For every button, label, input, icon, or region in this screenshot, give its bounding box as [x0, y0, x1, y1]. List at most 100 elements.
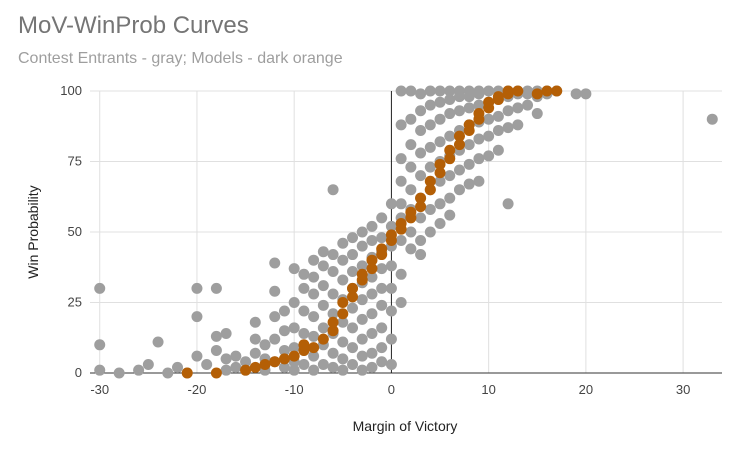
entrant-point	[356, 226, 368, 238]
model-point	[356, 268, 368, 280]
entrant-point	[278, 344, 290, 356]
entrant-point	[308, 350, 320, 362]
entrant-point	[347, 322, 359, 334]
entrant-point	[415, 105, 427, 117]
entrant-point	[288, 322, 300, 334]
entrant-point	[385, 198, 397, 210]
entrant-point	[356, 260, 368, 272]
entrant-point	[376, 212, 388, 224]
model-point	[366, 254, 378, 266]
entrant-point	[415, 170, 427, 182]
entrant-point	[473, 99, 485, 111]
entrant-point	[94, 282, 106, 294]
entrant-point	[308, 330, 320, 342]
y-axis-label: Win Probability	[25, 185, 41, 279]
entrant-point	[298, 282, 310, 294]
model-point	[434, 167, 446, 179]
entrant-point	[415, 234, 427, 246]
entrant-point	[570, 88, 582, 100]
entrant-point	[512, 102, 524, 114]
entrant-point	[191, 350, 203, 362]
entrant-point	[453, 91, 465, 103]
entrant-point	[376, 342, 388, 354]
entrant-point	[298, 268, 310, 280]
entrant-point	[706, 113, 718, 125]
entrant-point	[94, 339, 106, 351]
model-point	[366, 263, 378, 275]
entrant-point	[444, 108, 456, 120]
entrant-point	[453, 105, 465, 117]
entrant-point	[337, 316, 349, 328]
entrant-point	[405, 85, 417, 97]
entrant-point	[259, 339, 271, 351]
entrant-point	[152, 336, 164, 348]
entrant-point	[522, 88, 534, 100]
model-point	[327, 325, 339, 337]
entrant-point	[444, 192, 456, 204]
entrant-point	[288, 263, 300, 275]
model-point	[210, 367, 222, 379]
model-point	[249, 361, 261, 373]
entrant-point	[191, 311, 203, 323]
entrant-point	[337, 364, 349, 376]
x-tick-label: -20	[188, 382, 207, 397]
entrant-point	[405, 184, 417, 196]
entrant-point	[356, 333, 368, 345]
entrant-point	[385, 305, 397, 317]
model-point	[531, 88, 543, 100]
entrant-point	[317, 322, 329, 334]
entrant-point	[434, 85, 446, 97]
entrant-point	[415, 249, 427, 261]
entrant-point	[522, 99, 534, 111]
entrant-point	[327, 361, 339, 373]
entrant-point	[376, 263, 388, 275]
entrant-point	[366, 288, 378, 300]
entrant-point	[337, 353, 349, 365]
model-point	[473, 108, 485, 120]
entrant-point	[395, 85, 407, 97]
entrant-point	[142, 359, 154, 371]
entrant-point	[210, 330, 222, 342]
entrant-point	[308, 254, 320, 266]
model-point	[288, 350, 300, 362]
entrant-point	[395, 234, 407, 246]
model-point	[395, 218, 407, 230]
entrant-point	[317, 359, 329, 371]
model-point	[298, 339, 310, 351]
entrant-point	[395, 198, 407, 210]
x-tick-label: -30	[90, 382, 109, 397]
y-tick-label: 0	[75, 365, 82, 380]
entrant-point	[317, 299, 329, 311]
entrant-point	[580, 88, 592, 100]
model-point	[415, 201, 427, 213]
entrant-point	[376, 299, 388, 311]
entrant-point	[269, 285, 281, 297]
entrant-point	[444, 93, 456, 105]
entrant-point	[249, 316, 261, 328]
entrant-point	[366, 220, 378, 232]
entrant-point	[220, 328, 232, 340]
model-point	[385, 229, 397, 241]
entrant-point	[395, 119, 407, 131]
entrant-point	[356, 364, 368, 376]
entrant-point	[415, 147, 427, 159]
entrant-point	[230, 350, 242, 362]
entrant-point	[298, 359, 310, 371]
model-point	[337, 308, 349, 320]
entrant-point	[133, 364, 145, 376]
model-point	[347, 291, 359, 303]
model-point	[492, 91, 504, 103]
entrant-point	[249, 347, 261, 359]
model-point	[434, 158, 446, 170]
entrant-point	[405, 226, 417, 238]
entrant-point	[483, 85, 495, 97]
entrant-point	[463, 178, 475, 190]
entrant-point	[366, 347, 378, 359]
entrant-point	[201, 359, 213, 371]
entrant-point	[347, 265, 359, 277]
entrant-point	[327, 249, 339, 261]
model-point	[240, 364, 252, 376]
x-tick-label: 0	[388, 382, 395, 397]
model-point	[278, 353, 290, 365]
entrant-point	[434, 198, 446, 210]
